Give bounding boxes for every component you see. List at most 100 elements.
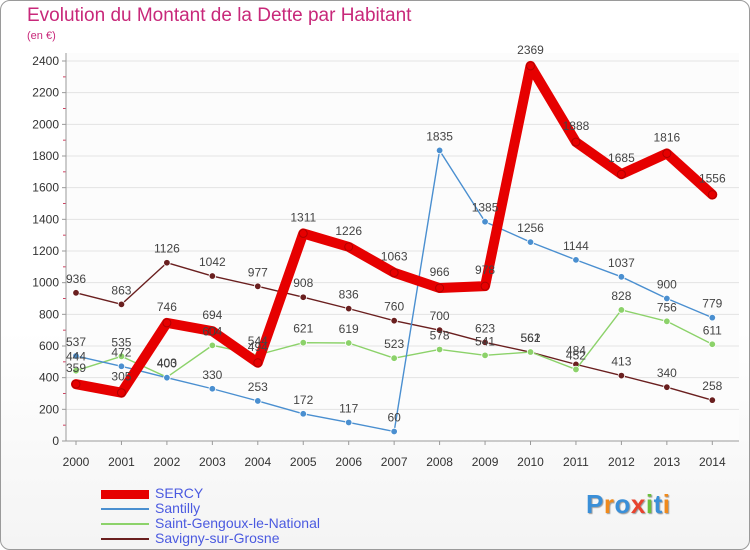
data-label: 305: [111, 370, 131, 384]
data-label: 537: [66, 335, 86, 349]
data-point: [617, 306, 626, 314]
data-label: 1226: [335, 224, 362, 238]
x-tick-label: 2007: [381, 455, 408, 469]
data-label: 561: [520, 331, 540, 345]
data-label: 523: [384, 337, 404, 351]
data-point: [299, 338, 307, 347]
data-label: 623: [475, 321, 495, 335]
data-label: 413: [611, 355, 631, 369]
x-tick-label: 2011: [563, 455, 589, 469]
data-label: 1063: [381, 250, 408, 264]
data-point: [72, 352, 80, 360]
data-point: [617, 273, 626, 281]
data-point: [571, 137, 581, 147]
x-tick-label: 2002: [154, 455, 181, 469]
x-tick-label: 2009: [472, 455, 499, 469]
y-tick-label: 600: [39, 339, 59, 353]
data-point: [481, 338, 489, 347]
data-label: 2369: [517, 43, 544, 57]
data-point: [254, 397, 262, 405]
data-point: [298, 228, 308, 238]
data-point: [117, 362, 126, 370]
x-tick-label: 2005: [290, 455, 317, 469]
y-tick-label: 2200: [32, 86, 59, 100]
data-point: [526, 348, 535, 356]
data-point: [480, 281, 490, 291]
data-point: [299, 293, 307, 301]
legend-label: Savigny-sur-Grosne: [155, 530, 280, 546]
data-point: [435, 146, 444, 155]
data-label: 359: [66, 361, 86, 375]
data-point: [208, 272, 217, 280]
legend-swatch: [101, 508, 149, 510]
x-tick-label: 2000: [63, 455, 90, 469]
data-point: [663, 294, 671, 303]
data-label: 604: [202, 324, 222, 338]
logo-letter: P: [586, 489, 604, 519]
data-label: 541: [475, 334, 495, 348]
y-tick-label: 400: [39, 371, 59, 385]
data-point: [117, 352, 126, 360]
legend-label: Santilly: [155, 500, 201, 516]
data-label: 828: [611, 289, 631, 303]
data-point: [526, 238, 535, 246]
y-tick-label: 200: [39, 402, 59, 416]
data-label: 900: [657, 278, 677, 292]
data-label: 779: [702, 297, 722, 311]
data-label: 1385: [472, 201, 499, 215]
data-point: [163, 373, 171, 382]
data-label: 117: [339, 401, 358, 415]
data-point: [390, 354, 398, 362]
data-label: 694: [202, 308, 222, 322]
data-label: 484: [566, 343, 586, 357]
data-label: 1126: [154, 242, 180, 256]
data-point: [71, 379, 81, 389]
data-label: 535: [111, 335, 131, 349]
data-label: 1816: [653, 130, 680, 144]
data-point: [481, 351, 489, 360]
data-point: [254, 282, 262, 291]
data-label: 863: [111, 283, 131, 297]
data-point: [572, 256, 580, 264]
data-label: 172: [293, 393, 313, 407]
x-tick-label: 2014: [699, 455, 726, 469]
y-tick-label: 0: [52, 434, 59, 448]
chart-title: Evolution du Montant de la Dette par Hab…: [27, 5, 412, 26]
legend-swatch: [101, 489, 149, 499]
data-point: [299, 410, 307, 418]
data-label: 1144: [563, 239, 589, 253]
data-point: [526, 61, 535, 71]
data-label: 494: [248, 340, 268, 354]
y-tick-label: 1800: [32, 149, 59, 163]
legend-label: SERCY: [155, 485, 204, 501]
data-point: [435, 326, 444, 334]
data-point: [72, 367, 80, 375]
data-label: 760: [384, 300, 404, 314]
data-point: [617, 371, 626, 380]
logo-letter: r: [603, 489, 615, 519]
data-point: [207, 326, 217, 336]
data-point: [663, 383, 671, 391]
x-tick-label: 2006: [335, 455, 362, 469]
data-point: [572, 365, 580, 374]
data-label: 60: [387, 411, 401, 425]
data-point: [616, 169, 626, 179]
y-tick-label: 1000: [32, 276, 59, 290]
data-label: 977: [248, 265, 268, 279]
logo-letter: i: [645, 489, 654, 519]
data-point: [708, 340, 716, 348]
data-label: 472: [111, 345, 131, 359]
data-label: 400: [157, 357, 177, 371]
data-point: [345, 339, 353, 347]
data-label: 578: [430, 328, 450, 342]
data-label: 978: [475, 263, 495, 277]
data-label: 1311: [290, 210, 316, 224]
data-point: [163, 259, 171, 267]
data-label: 544: [248, 334, 268, 348]
logo-letter: o: [614, 489, 631, 519]
data-label: 700: [430, 309, 450, 323]
data-label: 1888: [563, 119, 590, 133]
data-point: [481, 218, 489, 226]
